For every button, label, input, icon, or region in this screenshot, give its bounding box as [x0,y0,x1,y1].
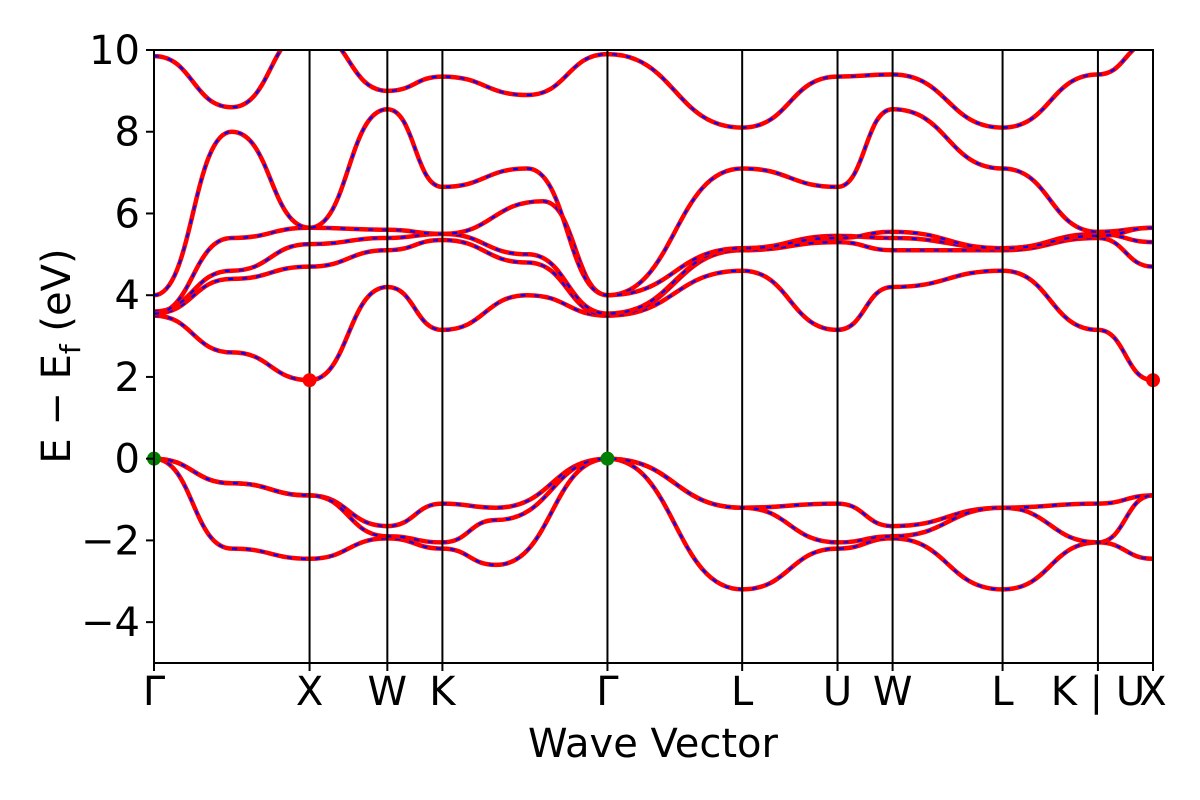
y-tick-label: −4 [81,600,140,646]
x-tick-label: Γ [143,669,166,715]
x-tick-label: U [823,669,852,715]
band-dash-7 [154,108,1153,297]
x-tick-label: W [368,669,408,715]
cbm-marker [302,373,317,388]
y-axis-label: E − Ef (eV) [34,248,87,463]
y-tick-label: 0 [115,437,140,483]
y-axis-label-unit [34,332,80,345]
y-axis-label-unit-text: (eV) [34,248,80,331]
x-tick-label: K [429,669,457,715]
y-tick-label: 4 [115,273,140,319]
y-tick-label: −2 [81,518,140,564]
y-tick-label: 2 [115,355,140,401]
x-axis-label: Wave Vector [528,721,779,767]
vbm-marker [600,451,615,466]
y-axis-label-subscript: f [54,343,87,354]
band-dash-8 [154,50,1135,129]
x-tick-label: W [873,669,913,715]
x-tick-label: X [296,669,323,715]
x-tick-label: X [1139,669,1166,715]
plot-frame [153,49,1154,664]
x-tick-label: Γ [596,669,619,715]
x-tick-label: K | U [1051,669,1145,715]
y-axis-label-main: E − E [34,354,80,464]
x-tick-label: L [991,669,1014,715]
y-tick-label: 6 [115,191,140,237]
y-tick-label: 8 [115,110,140,156]
y-tick-label: 10 [89,28,140,74]
x-tick-label: L [731,669,754,715]
